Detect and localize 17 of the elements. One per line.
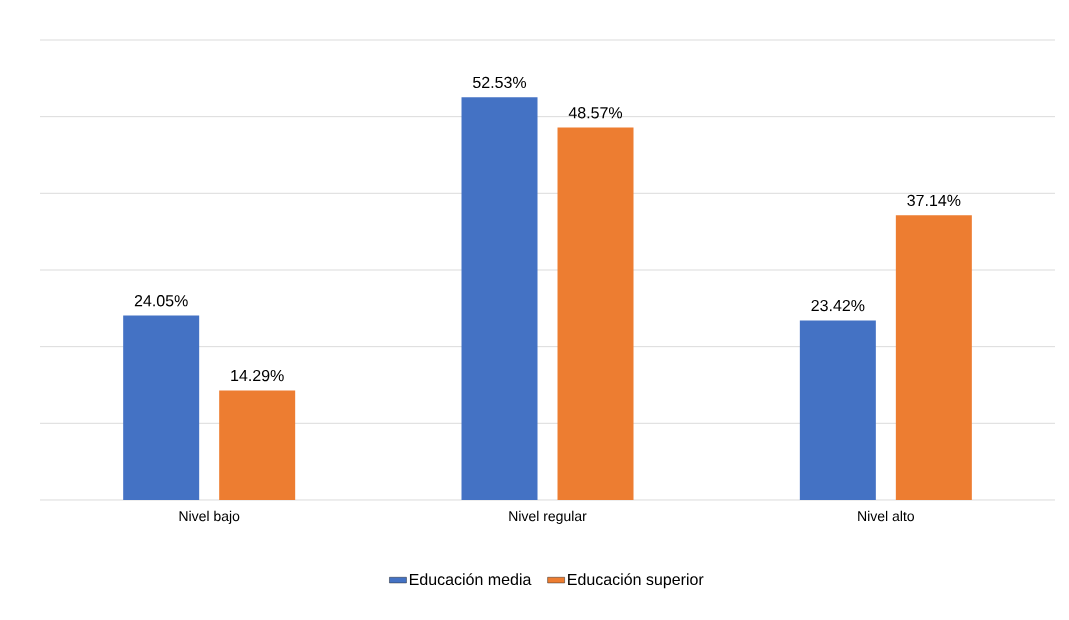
data-label: 14.29% xyxy=(231,369,284,382)
legend-label: Educación superior xyxy=(568,573,704,589)
legend-label: Educación media xyxy=(409,573,532,586)
bar xyxy=(219,390,296,500)
x-tick-label: Nivel regular xyxy=(509,510,587,524)
bar xyxy=(799,320,876,500)
data-label: 52.53% xyxy=(473,76,527,89)
bar xyxy=(557,127,634,500)
data-label: 37.14% xyxy=(907,194,961,207)
x-tick-label: Nivel alto xyxy=(858,510,915,522)
data-label: 23.42% xyxy=(811,299,865,312)
x-tick-label: Nivel bajo xyxy=(179,510,240,524)
data-label: 24.05% xyxy=(134,295,188,307)
data-label: 48.57% xyxy=(568,107,623,119)
bar xyxy=(895,215,972,500)
bar xyxy=(461,97,538,500)
bar xyxy=(123,315,200,500)
